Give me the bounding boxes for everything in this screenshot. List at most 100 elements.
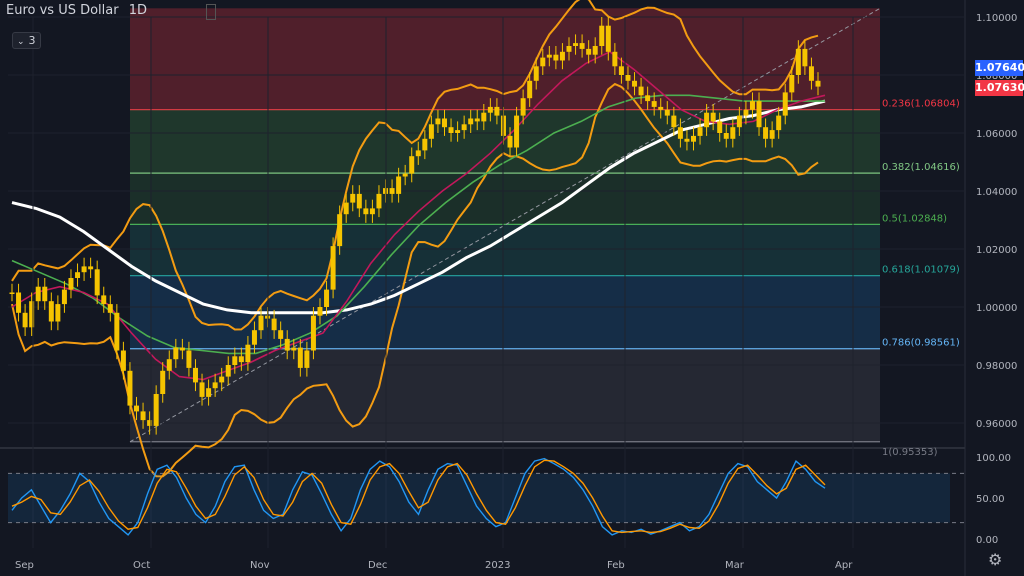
y-tick-label: 1.06000 <box>976 129 1017 140</box>
candle <box>494 98 500 125</box>
candle-body <box>258 315 264 331</box>
candle-body <box>350 193 356 203</box>
fib-level-label: 0.786(0.98561) <box>882 338 960 349</box>
candle <box>730 118 736 148</box>
fib-level-label: 0.382(1.04616) <box>882 162 960 173</box>
candle-body <box>402 173 408 177</box>
candle-body <box>697 127 703 136</box>
x-tick-label: Dec <box>368 560 387 571</box>
candle <box>304 341 310 377</box>
indicators-toggle-button[interactable]: ⌄ 3 <box>12 32 41 49</box>
chevron-down-icon: ⌄ <box>17 37 25 47</box>
candle-body <box>527 80 533 99</box>
candle-body <box>448 127 454 133</box>
candle-body <box>160 370 166 394</box>
candle <box>107 295 113 322</box>
candle <box>684 130 690 151</box>
candle-body <box>127 370 133 406</box>
candle <box>658 98 664 119</box>
candle <box>310 307 316 360</box>
stoch-line <box>11 459 826 534</box>
candle <box>9 283 15 302</box>
candle-body <box>291 347 297 351</box>
candle <box>769 121 775 148</box>
fib-level-label: 1(0.95353) <box>882 447 938 458</box>
candle <box>140 402 146 429</box>
candle-body <box>376 193 382 209</box>
price-tag-blue: 1.07640 <box>975 60 1024 76</box>
candle <box>173 338 179 368</box>
candle-body <box>507 135 513 148</box>
candle <box>94 260 100 305</box>
candle-body <box>343 202 349 215</box>
candle <box>795 40 801 84</box>
candle-body <box>16 292 22 313</box>
candle-body <box>134 405 140 412</box>
settings-gear-icon[interactable]: ⚙ <box>988 550 1003 569</box>
candle <box>284 330 290 360</box>
candle <box>808 57 814 90</box>
candle <box>238 347 244 371</box>
candle <box>271 309 277 339</box>
candle <box>291 338 297 360</box>
candle <box>638 77 644 104</box>
candle <box>42 278 48 310</box>
x-tick-label: Nov <box>250 560 270 571</box>
candle-body <box>579 43 585 49</box>
candle-body <box>120 350 126 371</box>
y-tick-label: 1.00000 <box>976 303 1017 314</box>
candle <box>573 34 579 55</box>
candle-body <box>638 86 644 96</box>
osc-y-tick-label: 50.00 <box>976 494 1005 505</box>
candle-body <box>612 51 618 67</box>
candle-body <box>592 46 598 55</box>
candle-body <box>173 347 179 360</box>
candle-body <box>494 106 500 116</box>
candle <box>376 185 382 218</box>
candle-body <box>802 48 808 67</box>
candle-body <box>192 367 198 383</box>
candle <box>75 263 81 287</box>
candle-body <box>795 48 801 75</box>
candle <box>396 167 402 203</box>
y-tick-label: 0.98000 <box>976 361 1017 372</box>
candle <box>101 286 107 313</box>
candle <box>61 280 67 313</box>
candle <box>225 356 231 386</box>
y-tick-label: 1.04000 <box>976 187 1017 198</box>
candle-body <box>278 330 284 339</box>
candle-body <box>369 208 375 215</box>
candle <box>245 336 251 371</box>
candle <box>179 338 185 360</box>
candle-body <box>238 356 244 363</box>
candle-body <box>717 121 723 133</box>
candle <box>186 341 192 377</box>
candle <box>514 106 520 157</box>
candle-body <box>481 112 487 122</box>
candle <box>749 92 755 119</box>
candle-body <box>61 289 67 305</box>
candle <box>527 72 533 107</box>
candle <box>206 379 212 406</box>
candle <box>363 199 369 223</box>
candle <box>697 118 703 145</box>
candle <box>520 89 526 125</box>
candle-body <box>763 127 769 139</box>
y-tick-label: 1.10000 <box>976 13 1017 24</box>
legend-menu-button[interactable] <box>206 4 216 20</box>
candle <box>297 338 303 377</box>
fib-level-label: 0.618(1.01079) <box>882 265 960 276</box>
stoch-line <box>11 457 826 536</box>
candle-body <box>599 25 605 46</box>
candle-body <box>356 193 362 209</box>
candle-body <box>769 130 775 139</box>
candle <box>356 185 362 218</box>
candle-body <box>546 54 552 58</box>
candle-body <box>29 301 35 328</box>
candle <box>815 72 821 96</box>
candle <box>468 109 474 133</box>
moving-average-line <box>11 94 825 355</box>
fib-level-label: 0.236(1.06804) <box>882 99 960 110</box>
candle <box>474 109 480 131</box>
